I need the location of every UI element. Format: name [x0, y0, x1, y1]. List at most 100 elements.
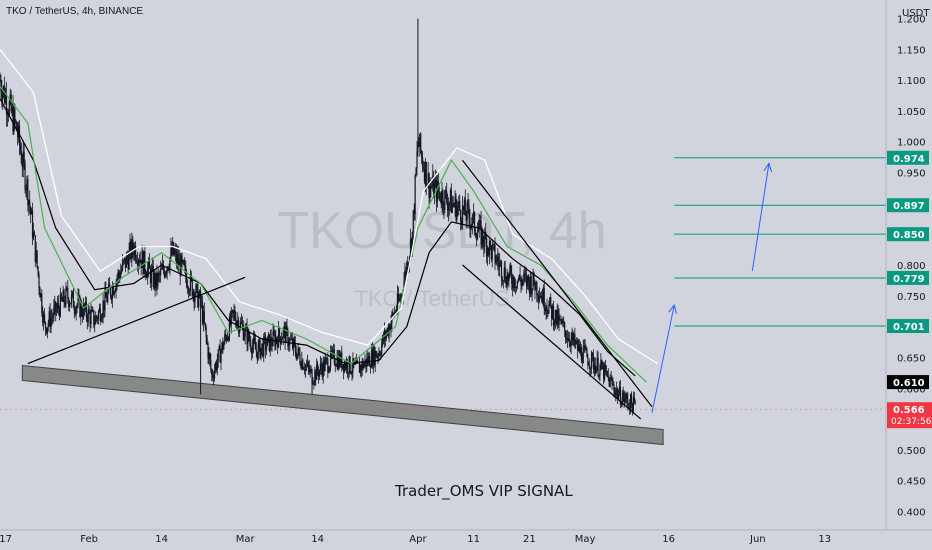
- candle-body: [271, 344, 273, 346]
- candle-body: [65, 287, 67, 305]
- candle-body: [418, 142, 420, 147]
- candle-body: [268, 334, 270, 351]
- candle-body: [611, 379, 613, 385]
- y-tick-label: 1.150: [897, 45, 926, 56]
- candle-body: [132, 239, 134, 251]
- candle-body: [478, 220, 480, 230]
- candle-body: [399, 298, 401, 300]
- candle-body: [511, 272, 513, 284]
- candle-body: [135, 259, 138, 262]
- candle-body: [308, 367, 310, 373]
- candle-body: [286, 325, 288, 330]
- candle-body: [8, 101, 10, 115]
- candle-body: [147, 268, 149, 279]
- candle-body: [43, 313, 45, 323]
- candle-body: [601, 360, 603, 369]
- candle-body: [249, 339, 251, 343]
- level-badge-bg: [887, 227, 929, 242]
- candle-body: [609, 377, 611, 387]
- candle-body: [91, 309, 93, 312]
- candle-body: [597, 357, 599, 377]
- candle-body: [299, 354, 301, 364]
- candle-body: [428, 173, 430, 198]
- candle-body: [534, 284, 536, 291]
- candle-body: [349, 356, 351, 373]
- candle-body: [523, 273, 525, 280]
- candle-body: [5, 94, 8, 115]
- candle-body: [526, 275, 529, 286]
- candle-body: [425, 162, 427, 187]
- candle-body: [613, 384, 615, 391]
- candle-body: [39, 287, 41, 298]
- candle-body: [261, 343, 263, 348]
- x-tick-label: 11: [467, 534, 480, 545]
- candle-body: [223, 342, 225, 350]
- candle-body: [155, 272, 157, 288]
- candle-body: [288, 344, 290, 347]
- candle-body: [417, 142, 419, 152]
- candle-body: [75, 307, 77, 314]
- candle-body: [375, 351, 377, 358]
- x-tick-label: 14: [311, 534, 324, 545]
- candle-body: [594, 364, 596, 374]
- candle-body: [59, 293, 61, 317]
- candle-body: [109, 288, 112, 297]
- candle-body: [438, 191, 440, 193]
- candle-body: [481, 229, 483, 245]
- candle-body: [220, 350, 222, 363]
- support-band-layer: [21, 364, 664, 446]
- candle-body: [107, 292, 109, 302]
- candle-body: [604, 364, 607, 372]
- candle-body: [139, 259, 141, 263]
- candle-body: [315, 370, 317, 380]
- candle-body: [521, 280, 523, 286]
- candle-body: [540, 295, 543, 298]
- candle-body: [469, 218, 471, 229]
- candle-body: [501, 279, 504, 281]
- candle-body: [415, 168, 417, 176]
- candle-body: [237, 320, 239, 323]
- candle-body: [17, 130, 19, 138]
- candle-body: [527, 275, 530, 282]
- candle-body: [116, 279, 118, 283]
- candle-body: [491, 245, 493, 260]
- candle-body: [192, 291, 194, 297]
- candle-body: [184, 265, 186, 266]
- candle-body: [287, 329, 289, 347]
- candle-body: [434, 183, 436, 198]
- candle-body: [452, 203, 454, 205]
- candle-body: [193, 291, 195, 303]
- candle-body: [263, 336, 265, 357]
- candle-body: [525, 274, 528, 286]
- candle-body: [567, 338, 569, 341]
- candle-body: [536, 281, 538, 296]
- candle-body: [619, 386, 621, 405]
- candle-body: [199, 290, 201, 297]
- candle-body: [95, 316, 97, 324]
- x-ticks-layer: 17 Feb 14 Mar 14 Apr 11 21 May 16 Jun 13: [0, 534, 831, 545]
- y-tick-label: 0.950: [897, 169, 926, 180]
- candle-body: [475, 235, 478, 240]
- candle-body: [205, 327, 207, 338]
- candle-body: [235, 319, 237, 327]
- candle-body: [37, 266, 39, 275]
- candle-body: [180, 255, 182, 276]
- candle-body: [82, 304, 85, 318]
- candle-body: [618, 386, 621, 395]
- candle-body: [160, 268, 162, 276]
- last-price-badge-bg: [887, 402, 932, 429]
- candle-body: [120, 272, 122, 279]
- candle-body: [593, 364, 595, 370]
- candle-body: [304, 369, 306, 371]
- candle-body: [554, 309, 556, 323]
- candle-body: [71, 291, 74, 295]
- candle-body: [105, 289, 107, 298]
- candle-body: [93, 310, 95, 326]
- projection-arrow-head: [668, 303, 677, 314]
- levels-layer: [0, 157, 886, 410]
- candle-body: [381, 344, 383, 355]
- candle-body: [32, 232, 35, 238]
- candle-body: [634, 402, 636, 404]
- candle-body: [628, 405, 630, 407]
